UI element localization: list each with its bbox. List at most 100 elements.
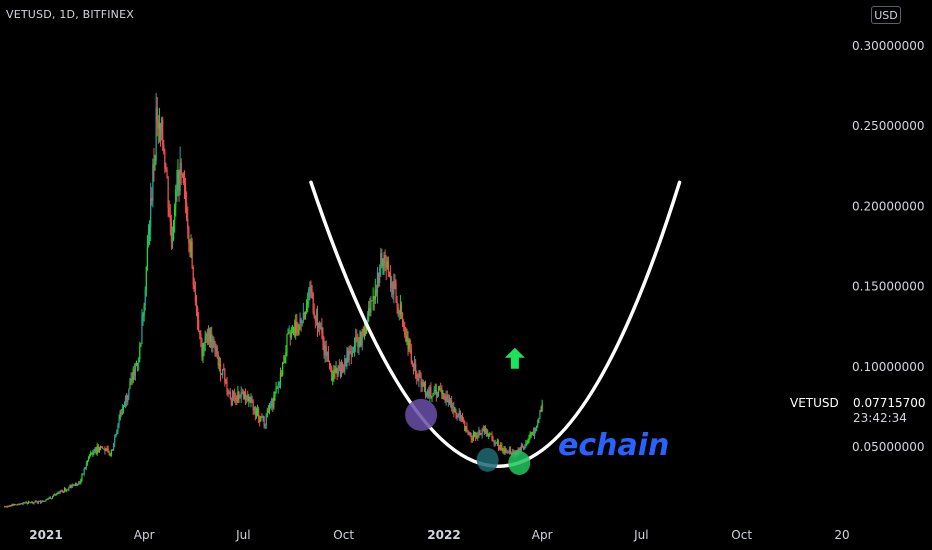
candle <box>478 426 480 439</box>
x-tick-label: Oct <box>731 528 752 542</box>
candle-body <box>288 332 290 334</box>
candle-body <box>283 362 285 364</box>
candle <box>383 251 385 275</box>
candle-body <box>529 434 531 437</box>
candle-body <box>479 430 481 434</box>
candle-body <box>91 452 93 455</box>
candle <box>541 399 543 412</box>
candle-body <box>138 358 140 364</box>
candle <box>482 425 484 432</box>
candle-body <box>81 474 83 480</box>
candle <box>465 426 467 433</box>
candle <box>128 388 130 400</box>
candle <box>457 413 459 418</box>
currency-button[interactable]: USD <box>871 6 901 24</box>
candle-body <box>541 403 543 412</box>
candle <box>315 308 318 326</box>
candle <box>192 265 194 290</box>
candle <box>400 301 403 320</box>
candle-body <box>460 416 463 420</box>
candle <box>101 446 103 448</box>
candle <box>536 425 538 432</box>
candle-body <box>491 434 493 440</box>
bar-countdown: 23:42:34 <box>853 411 907 425</box>
candle-body <box>49 497 51 499</box>
candle-body <box>310 286 312 291</box>
candle <box>204 330 206 352</box>
candle-body <box>212 339 214 348</box>
candle-body <box>191 241 193 268</box>
candle <box>99 445 102 451</box>
candle <box>415 358 417 379</box>
candle <box>95 446 97 455</box>
candle <box>432 392 434 397</box>
candle <box>13 503 15 506</box>
candle-body <box>490 433 492 435</box>
candle-body <box>432 393 434 397</box>
candle-body <box>337 365 339 375</box>
candle <box>348 346 350 366</box>
candle-body <box>98 447 101 452</box>
candle-body <box>224 369 226 383</box>
candle-body <box>303 312 306 318</box>
candle <box>301 320 303 327</box>
candle-body <box>347 351 349 361</box>
candle <box>392 281 394 300</box>
candle <box>114 434 116 448</box>
candle <box>232 390 235 401</box>
candle-body <box>367 315 369 325</box>
candle <box>237 385 239 404</box>
candle <box>98 446 101 453</box>
candle <box>376 266 379 304</box>
candle <box>352 346 355 353</box>
candle-body <box>110 449 113 455</box>
candle-body <box>225 382 227 384</box>
candle-body <box>513 451 515 453</box>
candle <box>125 395 127 409</box>
candle-body <box>30 502 32 504</box>
candle <box>333 364 335 382</box>
candle-body <box>248 396 250 401</box>
candle <box>408 337 410 353</box>
candle <box>384 249 386 272</box>
candle <box>15 504 18 506</box>
candle <box>417 373 419 382</box>
candle-body <box>423 381 425 387</box>
candle-body <box>375 289 377 294</box>
candle-body <box>353 345 356 349</box>
candle-body <box>103 448 105 450</box>
candle-body <box>454 411 456 413</box>
candle-body <box>171 239 174 242</box>
candle-body <box>65 488 67 491</box>
candle <box>244 388 247 405</box>
candle-body <box>280 373 283 377</box>
candle <box>22 501 24 506</box>
y-axis[interactable]: 0.30000000 0.25000000 0.20000000 0.15000000… <box>852 39 925 454</box>
candle <box>115 433 117 438</box>
candle <box>491 431 493 442</box>
candle <box>398 309 400 321</box>
candle <box>469 432 471 437</box>
candle-body <box>461 416 464 420</box>
candle-body <box>466 426 468 430</box>
candle <box>156 96 158 137</box>
candle <box>428 386 430 399</box>
candle-body <box>449 400 452 403</box>
candle-body <box>388 272 391 274</box>
candle-body <box>101 446 103 448</box>
candle-body <box>157 120 159 129</box>
candle <box>316 305 319 337</box>
candle-body <box>141 315 143 345</box>
candle-body <box>56 493 58 495</box>
candle-body <box>114 436 116 444</box>
candle <box>181 172 183 178</box>
candle <box>36 501 38 504</box>
candle <box>473 431 476 438</box>
x-axis[interactable]: 2021 Apr Jul Oct 2022 Apr Jul Oct 20 <box>29 528 849 542</box>
candle <box>159 122 162 147</box>
candle <box>63 487 66 493</box>
candle <box>54 493 56 496</box>
candle <box>129 378 131 390</box>
